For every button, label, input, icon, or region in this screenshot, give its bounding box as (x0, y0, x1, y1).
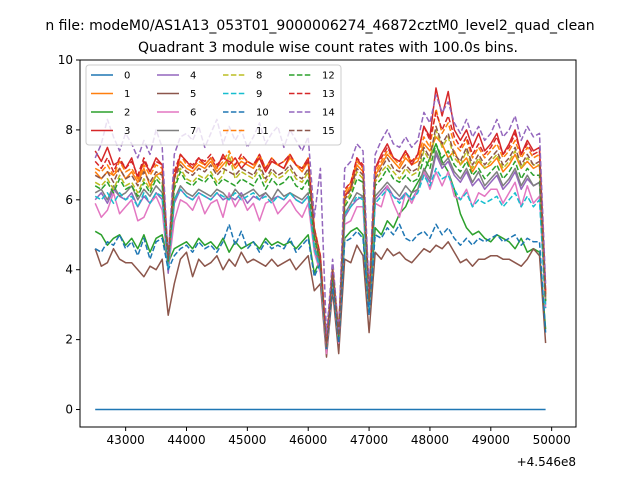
chart-title: Quadrant 3 module wise count rates with … (138, 40, 518, 56)
x-tick-label: 45000 (228, 433, 266, 447)
y-tick-label: 8 (65, 123, 73, 137)
legend-label-5: 5 (190, 89, 196, 100)
series-line-5 (94, 241, 547, 358)
legend-label-7: 7 (190, 126, 196, 137)
legend-label-10: 10 (256, 108, 269, 119)
legend-label-6: 6 (190, 108, 196, 119)
x-tick-label: 48000 (411, 433, 449, 447)
series-layer (94, 87, 547, 411)
legend-label-12: 12 (322, 71, 335, 82)
legend-label-15: 15 (322, 126, 335, 137)
series-line-11 (94, 108, 547, 344)
y-tick-label: 2 (65, 333, 73, 347)
y-tick-label: 6 (65, 193, 73, 207)
series-line-15 (94, 125, 547, 348)
legend-label-2: 2 (124, 108, 130, 119)
legend-label-4: 4 (190, 71, 196, 82)
series-line-10 (94, 223, 547, 351)
x-tick-label: 50000 (533, 433, 571, 447)
x-axis: 43000 44000 45000 46000 47000 48000 49000 50000 (107, 427, 571, 447)
y-axis: 0 2 4 6 8 10 (58, 53, 80, 417)
legend-label-1: 1 (124, 89, 130, 100)
axes-frame (79, 59, 577, 428)
x-tick-label: 43000 (107, 433, 145, 447)
x-tick-label: 47000 (350, 433, 388, 447)
legend-label-9: 9 (256, 89, 262, 100)
legend-label-14: 14 (322, 108, 335, 119)
legend-label-0: 0 (124, 71, 130, 82)
x-axis-offset-label: +4.546e8 (517, 455, 576, 469)
legend-label-11: 11 (256, 126, 269, 137)
x-tick-label: 49000 (472, 433, 510, 447)
legend-box (85, 64, 342, 146)
y-tick-label: 10 (58, 53, 73, 67)
y-tick-label: 4 (65, 263, 73, 277)
x-tick-label: 44000 (167, 433, 205, 447)
legend-label-3: 3 (124, 126, 130, 137)
y-tick-label: 0 (65, 403, 73, 417)
x-tick-label: 46000 (289, 433, 327, 447)
legend-label-13: 13 (322, 89, 335, 100)
legend-label-8: 8 (256, 71, 262, 82)
figure-suptitle: n file: modeM0/AS1A13_053T01_9000006274_… (45, 18, 594, 34)
